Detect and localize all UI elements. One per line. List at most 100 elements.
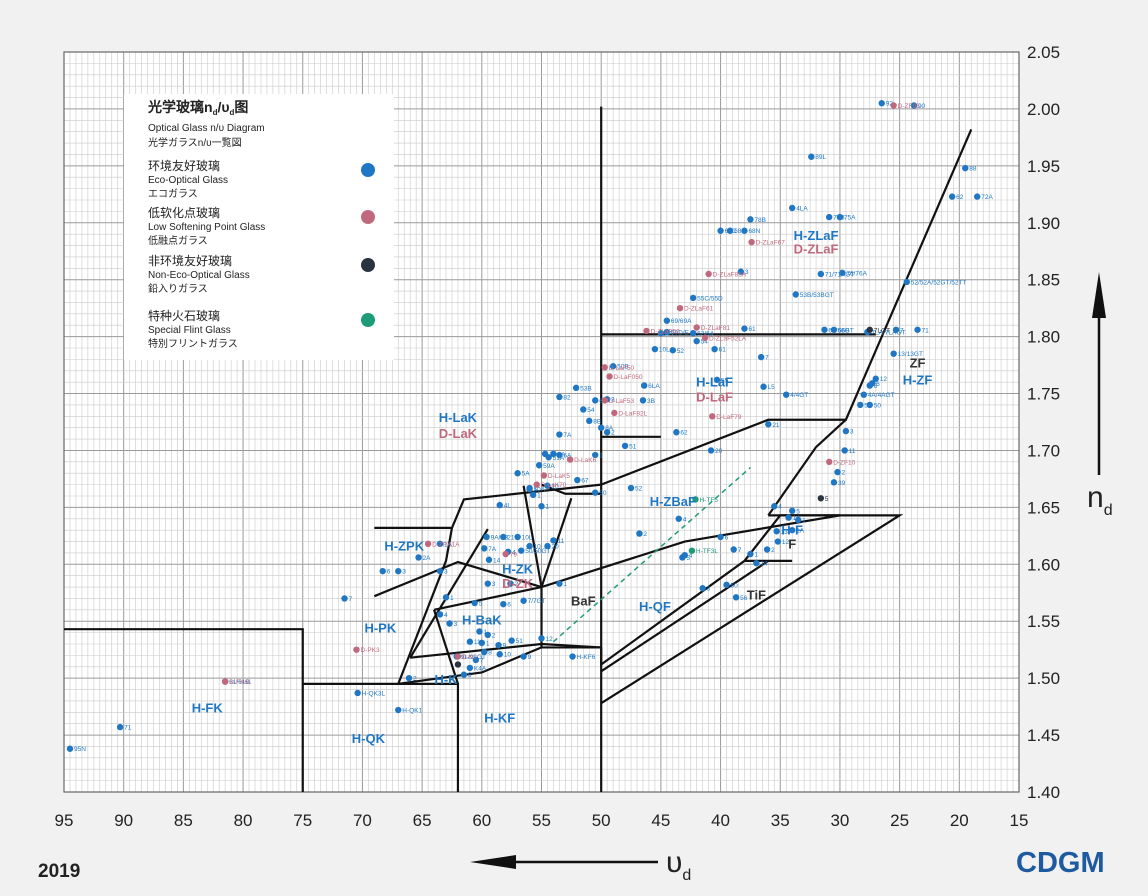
data-point-label: 8 [488, 649, 492, 656]
data-point-label: 3 [850, 429, 854, 436]
data-point-label: 3 [444, 569, 448, 576]
x-tick-label: 65 [413, 811, 432, 830]
data-point-label: 20 [551, 544, 559, 551]
data-point-label: 5 [825, 496, 829, 503]
y-tick-label: 1.90 [1027, 214, 1060, 233]
data-point-label: 4 [512, 549, 516, 556]
data-point [765, 421, 772, 428]
data-point-label: 12 [782, 539, 790, 546]
data-point-label: 55C/55D [697, 295, 723, 302]
data-point-label: 5A [522, 471, 531, 478]
region-label: H-KF [484, 711, 515, 726]
data-point [621, 442, 629, 450]
data-point [839, 269, 846, 277]
data-point-label: 5 [479, 601, 483, 608]
data-point [723, 581, 730, 588]
data-point [817, 495, 825, 502]
data-point-label: D-LaK5 [548, 473, 570, 480]
data-point-label: 3 [745, 269, 749, 276]
data-point [436, 611, 444, 618]
data-point [792, 291, 799, 298]
x-axis-arrowhead [470, 855, 516, 869]
x-axis-label: υd [666, 846, 691, 884]
x-tick-labels: 95 90 85 80 75 70 65 60 55 50 45 40 35 30 25 20 15 [55, 811, 1029, 830]
data-point [717, 533, 724, 541]
data-point-label: 13 [781, 529, 789, 536]
data-point-label: 82 [563, 394, 571, 401]
data-point [550, 450, 557, 458]
data-point [825, 213, 833, 221]
data-point-label: 7/7GT [528, 598, 546, 605]
data-point [741, 325, 748, 332]
data-point-label: L5 [768, 384, 776, 391]
legend-entry-en: Non-Eco-Optical Glass [148, 270, 250, 281]
data-point [520, 597, 527, 604]
data-point-label: D-ZLaF85A [713, 272, 747, 279]
data-point [711, 345, 718, 353]
data-point [773, 528, 780, 535]
data-point-label: 61/61B [229, 679, 250, 686]
data-point-label: 56B [838, 327, 850, 334]
data-point [415, 554, 422, 561]
data-point-label: 4L [504, 503, 512, 510]
data-point [514, 470, 521, 477]
data-point [636, 530, 643, 537]
data-point [436, 567, 444, 575]
data-point [471, 599, 478, 607]
data-point [507, 580, 514, 587]
year-label: 2019 [38, 861, 80, 882]
data-point-label: 75A [844, 215, 856, 222]
data-point [701, 334, 709, 341]
data-point-label: H-QK1 [402, 708, 422, 715]
data-point-label: 2 [643, 531, 647, 538]
data-point-label: 4A/4AGT [868, 392, 895, 399]
data-point [640, 382, 648, 389]
data-point [483, 533, 490, 541]
data-point [689, 294, 697, 302]
data-point-label: D-K9 [462, 654, 477, 661]
data-point [550, 537, 557, 544]
data-point [857, 401, 864, 409]
data-point [707, 447, 715, 454]
data-point-label: 62 [956, 194, 964, 201]
region-label: H-F [781, 523, 803, 538]
data-point-label: 6 [725, 534, 729, 541]
data-point-label: H-TF5 [699, 497, 718, 504]
data-point-label: 12 [880, 376, 888, 383]
data-point [592, 451, 599, 459]
grid [63, 51, 1020, 793]
data-point-label: 4 [689, 553, 693, 560]
data-point [436, 540, 444, 548]
data-point [763, 546, 771, 553]
data-point [669, 347, 677, 354]
data-point [354, 689, 361, 697]
data-point-label: 7 [349, 596, 353, 603]
data-point-label: 61 [719, 347, 727, 354]
data-point-label: 10L [522, 534, 533, 541]
data-point-label: 5 [468, 672, 472, 679]
y-tick-label: 2.00 [1027, 100, 1060, 119]
data-point-label: 1 [486, 640, 490, 647]
region-boundaries [64, 106, 973, 792]
data-point-label: 11 [557, 538, 564, 545]
data-point [572, 384, 580, 392]
data-point [830, 326, 838, 333]
data-point-label: D-ZF10 [833, 459, 855, 466]
data-point [454, 653, 462, 660]
region-label: H-PK [364, 621, 396, 636]
data-point [544, 542, 551, 550]
data-point-label: 3B [647, 398, 655, 405]
data-point [481, 648, 488, 656]
y-tick-label: 1.65 [1027, 498, 1060, 517]
legend-entry-cn: 非环境友好玻璃 [148, 253, 232, 268]
data-point [496, 651, 503, 658]
data-point [673, 429, 680, 436]
data-point [774, 538, 782, 545]
data-point-label: 14 [760, 561, 768, 568]
data-point-label: 7A [488, 546, 497, 553]
x-tick-label: 80 [234, 811, 253, 830]
legend: 光学玻璃nd/υd图 Optical Glass n/υ Diagram 光学ガ… [124, 94, 394, 360]
data-point-label: 1 [599, 453, 603, 460]
region-label: H-LaK [439, 410, 478, 425]
